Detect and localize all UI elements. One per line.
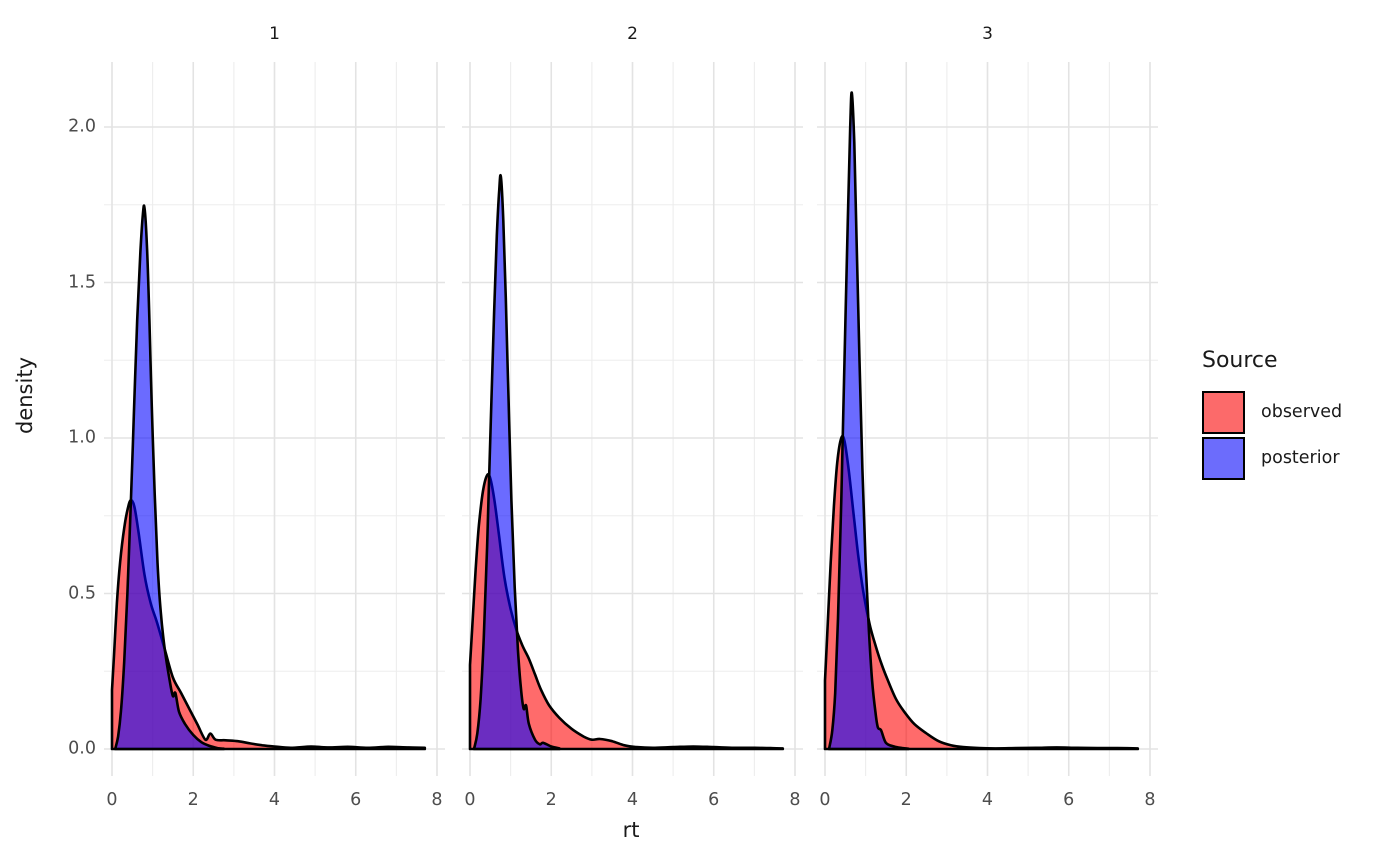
legend-title: Source — [1202, 348, 1278, 373]
x-tick-facet1-4: 4 — [268, 790, 281, 810]
x-tick-facet2-4: 4 — [626, 790, 639, 810]
legend-item-observed: observed — [1202, 389, 1392, 435]
legend-label-observed: observed — [1261, 402, 1343, 422]
x-tick-facet3-4: 4 — [981, 790, 994, 810]
x-tick-facet1-0: 0 — [106, 790, 118, 810]
x-tick-facet3-8: 8 — [1144, 790, 1156, 810]
facet-panel-1 — [104, 62, 445, 776]
x-tick-facet2-6: 6 — [708, 790, 720, 810]
legend-label-posterior: posterior — [1261, 448, 1340, 468]
posterior-density-curve — [827, 91, 910, 751]
facet-label-2: 2 — [627, 24, 638, 44]
posterior-swatch — [1202, 436, 1245, 480]
facet-label-3: 3 — [982, 24, 993, 44]
y-tick-1.5: 1.5 — [68, 272, 96, 292]
observed-swatch — [1202, 390, 1245, 434]
y-axis-title: density — [13, 357, 37, 434]
x-tick-facet3-2: 2 — [900, 790, 912, 810]
x-tick-facet1-8: 8 — [431, 790, 443, 810]
x-tick-facet2-0: 0 — [464, 790, 476, 810]
legend-item-posterior: posterior — [1202, 435, 1392, 481]
y-tick-0.5: 0.5 — [68, 583, 96, 603]
facet-panel-3 — [817, 62, 1158, 776]
facet-label-1: 1 — [269, 24, 280, 44]
x-tick-facet3-6: 6 — [1063, 790, 1075, 810]
x-tick-facet1-6: 6 — [350, 790, 362, 810]
posterior-density-curve — [114, 204, 225, 751]
x-tick-facet1-2: 2 — [187, 790, 199, 810]
y-tick-1.0: 1.0 — [68, 427, 96, 448]
x-tick-facet2-8: 8 — [789, 790, 801, 810]
legend: Source observed posterior — [1202, 348, 1392, 481]
facet-panel-2 — [462, 62, 803, 776]
y-tick-2.0: 2.0 — [68, 116, 96, 137]
x-tick-facet2-2: 2 — [545, 790, 557, 810]
y-tick-0.0: 0.0 — [68, 738, 96, 759]
x-tick-facet3-0: 0 — [819, 790, 831, 810]
x-axis-title: rt — [622, 818, 640, 842]
posterior-density-curve — [472, 173, 561, 751]
